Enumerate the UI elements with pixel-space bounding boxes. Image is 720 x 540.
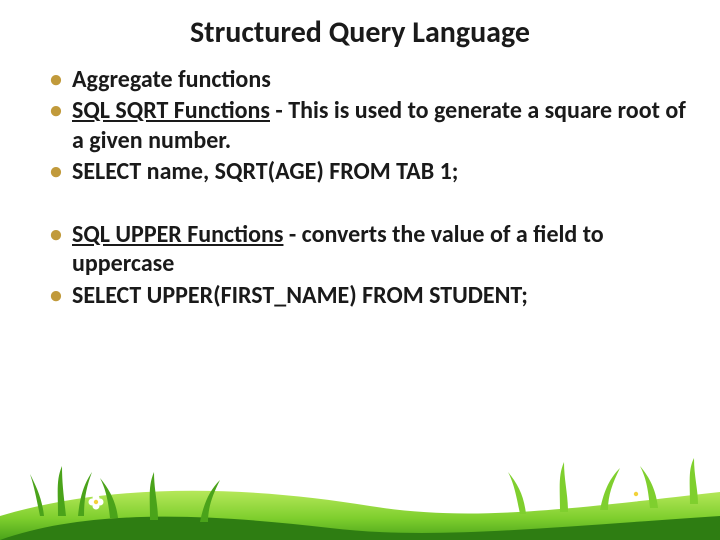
bullet-item: SELECT UPPER(FIRST_NAME) FROM STUDENT; xyxy=(50,281,688,310)
spacer xyxy=(32,188,688,220)
bullet-text: Aggregate functions xyxy=(72,65,271,94)
bullet-item: SELECT name, SQRT(AGE) FROM TAB 1; xyxy=(50,157,688,186)
bullet-text: SELECT UPPER(FIRST_NAME) FROM STUDENT; xyxy=(72,281,528,310)
grass-decoration xyxy=(0,450,720,540)
bullet-item: SQL UPPER Functions - converts the value… xyxy=(50,220,688,279)
flower-icon xyxy=(89,487,644,510)
bullet-list-2: SQL UPPER Functions - converts the value… xyxy=(32,220,688,310)
bullet-item: SQL SQRT Functions - This is used to gen… xyxy=(50,96,688,155)
bullet-item: Aggregate functions xyxy=(50,65,688,94)
bullet-list-1: Aggregate functions SQL SQRT Functions -… xyxy=(32,65,688,186)
bullet-underline: SQL UPPER Functions xyxy=(72,220,283,249)
slide-title: Structured Query Language xyxy=(32,14,688,51)
bullet-underline: SQL SQRT Functions xyxy=(72,96,270,125)
slide: Structured Query Language Aggregate func… xyxy=(0,0,720,540)
bullet-text: SELECT name, SQRT(AGE) FROM TAB 1; xyxy=(72,157,458,186)
